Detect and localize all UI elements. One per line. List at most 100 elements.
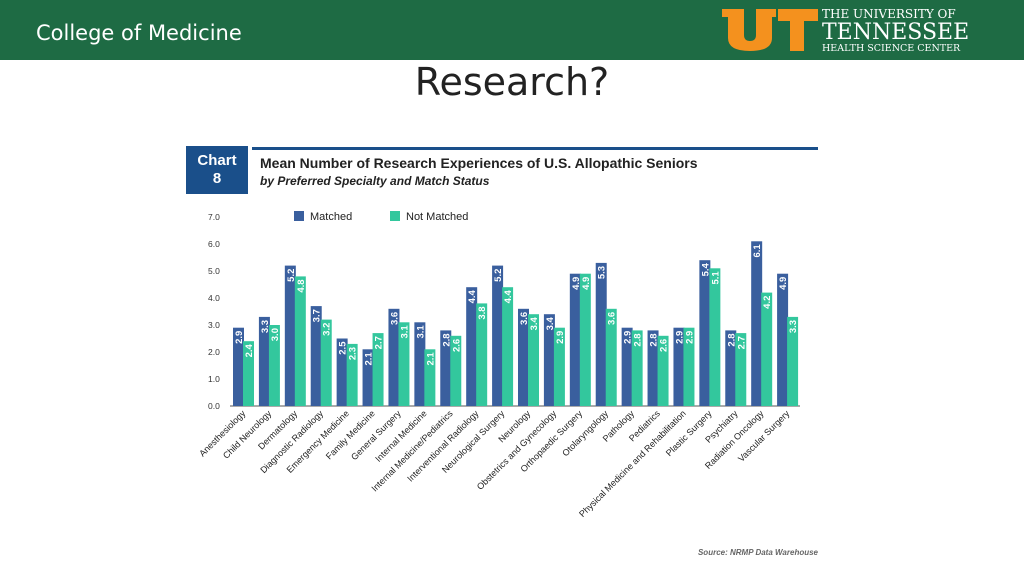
- bar-value-label: 3.3: [788, 320, 799, 333]
- college-name: College of Medicine: [36, 21, 242, 45]
- bar-value-label: 5.3: [597, 266, 608, 279]
- logo-line2: TENNESSEE: [822, 20, 969, 45]
- not-matched-bar: [528, 314, 539, 406]
- matched-bar: [492, 265, 504, 406]
- not-matched-bar: [372, 333, 384, 406]
- bar-value-label: 5.4: [700, 262, 711, 276]
- not-matched-bar: [294, 276, 306, 406]
- bar-value-label: 2.4: [244, 343, 255, 357]
- chart-number-label: Chart: [197, 152, 237, 169]
- y-tick-label: 7.0: [208, 212, 220, 222]
- chart-subtitle: by Preferred Specialty and Match Status: [260, 174, 490, 188]
- logo-line3: HEALTH SCIENCE CENTER: [822, 43, 961, 54]
- bar-value-label: 4.2: [762, 296, 773, 309]
- bar-value-label: 2.6: [451, 339, 462, 352]
- matched-bar: [336, 338, 348, 406]
- legend-swatch: [294, 211, 304, 221]
- bar-value-label: 2.7: [374, 336, 385, 349]
- bar-value-label: 5.2: [493, 269, 504, 282]
- legend-label: Matched: [310, 211, 352, 223]
- y-tick-label: 3.0: [208, 320, 220, 330]
- y-tick-label: 0.0: [208, 401, 220, 411]
- bar-value-label: 3.3: [260, 320, 271, 333]
- y-tick-label: 1.0: [208, 374, 220, 384]
- bar-chart: 0.0 1.0 2.0 3.0 4.0 5.0 6.0 7.0 Matched Not Match…: [197, 211, 800, 519]
- bar-value-label: 2.6: [659, 339, 670, 352]
- bar-value-label: 2.1: [425, 352, 436, 366]
- chart-source: Source: NRMP Data Warehouse: [697, 548, 818, 557]
- matched-bar: [725, 330, 737, 406]
- matched-bar: [699, 260, 711, 406]
- bar-value-label: 4.4: [467, 289, 478, 303]
- not-matched-bar: [683, 327, 695, 406]
- matched-bar: [440, 330, 452, 406]
- not-matched-bar: [243, 341, 254, 406]
- bar-value-label: 4.9: [581, 277, 592, 290]
- bar-value-label: 4.9: [571, 277, 582, 290]
- bar-value-label: 2.7: [736, 336, 747, 349]
- not-matched-bar: [579, 273, 591, 406]
- bar-value-label: 3.8: [477, 306, 488, 319]
- title-rule: [252, 147, 818, 150]
- matched-bar: [621, 327, 633, 406]
- not-matched-bar: [553, 327, 565, 406]
- chart-title: Mean Number of Research Experiences of U…: [260, 155, 698, 171]
- bar-value-label: 2.9: [234, 331, 245, 344]
- matched-bar: [258, 316, 270, 406]
- not-matched-bar: [787, 316, 799, 406]
- bar-value-label: 2.8: [633, 333, 644, 346]
- bar-value-label: 3.1: [415, 325, 426, 339]
- bar-value-label: 3.1: [399, 325, 410, 339]
- slide-title: Research?: [414, 60, 610, 104]
- not-matched-bar: [761, 292, 773, 406]
- matched-bar: [595, 262, 607, 406]
- bar-value-label: 3.6: [519, 312, 530, 325]
- bar-value-label: 2.8: [649, 333, 660, 346]
- bar-value-label: 2.1: [364, 352, 375, 366]
- bar-value-label: 3.4: [529, 316, 540, 330]
- matched-bar: [466, 287, 478, 406]
- matched-bar: [751, 241, 763, 406]
- not-matched-bar: [631, 330, 643, 406]
- chart-number: 8: [212, 170, 222, 187]
- matched-bar: [310, 306, 322, 406]
- not-matched-bar: [320, 319, 332, 406]
- matched-bar: [647, 330, 659, 406]
- bar-value-label: 6.1: [752, 244, 763, 258]
- y-tick-label: 4.0: [208, 293, 220, 303]
- matched-bar: [543, 314, 555, 406]
- bar-value-label: 3.2: [322, 323, 333, 336]
- not-matched-bar: [735, 333, 747, 406]
- matched-bar: [414, 322, 426, 406]
- bar-value-label: 2.9: [684, 331, 695, 344]
- ut-logo: THE UNIVERSITY OF TENNESSEE HEALTH SCIEN…: [722, 7, 969, 54]
- y-tick-label: 2.0: [208, 347, 220, 357]
- bar-value-label: 3.7: [312, 309, 323, 322]
- bar-value-label: 2.9: [674, 331, 685, 344]
- not-matched-bar: [268, 325, 280, 406]
- bar-value-label: 5.1: [710, 271, 721, 285]
- not-matched-bar: [709, 268, 721, 406]
- not-matched-bar: [424, 349, 436, 406]
- bar-value-label: 2.3: [348, 347, 359, 360]
- logo-line1: THE UNIVERSITY OF: [822, 7, 956, 21]
- legend-swatch: [390, 211, 400, 221]
- bar-value-label: 3.6: [389, 312, 400, 325]
- bar-value-label: 3.6: [607, 312, 618, 325]
- ut-mark: [722, 9, 818, 51]
- bar-value-label: 2.8: [441, 333, 452, 346]
- matched-bar: [284, 265, 296, 406]
- bar-value-label: 4.9: [778, 277, 789, 290]
- y-tick-label: 6.0: [208, 239, 220, 249]
- matched-bar: [388, 308, 400, 406]
- bar-value-label: 3.0: [270, 328, 281, 341]
- not-matched-bar: [502, 287, 514, 406]
- bar-value-label: 2.8: [726, 333, 737, 346]
- not-matched-bar: [657, 335, 669, 406]
- matched-bar: [233, 327, 244, 406]
- bar-value-label: 2.5: [338, 341, 349, 355]
- matched-bar: [569, 273, 581, 406]
- not-matched-bar: [346, 343, 358, 406]
- bar-value-label: 2.9: [623, 331, 634, 344]
- bar-value-label: 3.4: [545, 316, 556, 330]
